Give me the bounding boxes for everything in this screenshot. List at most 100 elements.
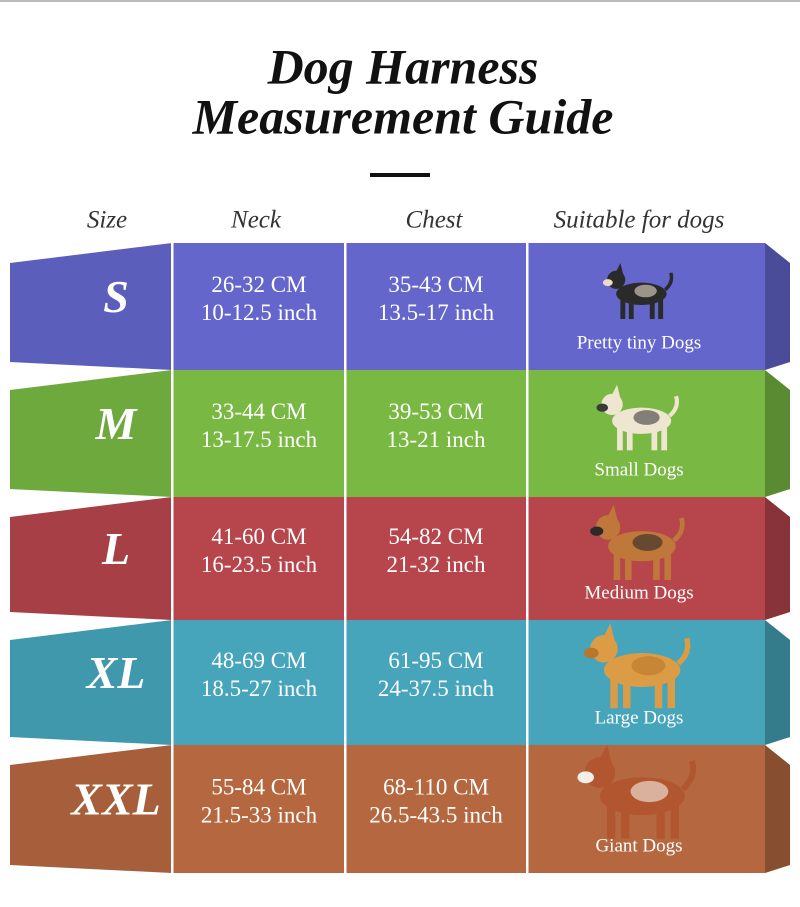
dog-leg	[610, 676, 618, 709]
dog-ear	[603, 623, 615, 641]
side-panel	[10, 620, 172, 745]
edge-shade	[765, 620, 790, 745]
title-line: Measurement Guide	[192, 88, 614, 144]
dog-leg	[606, 803, 616, 839]
side-shade	[10, 370, 172, 497]
rows: S 26-32 CM 10-12.5 inch 35-43 CM 13.5-17 inc…	[10, 243, 790, 873]
column-divider	[171, 243, 174, 873]
chest-inch: 24-37.5 inch	[378, 676, 495, 701]
edge-panel	[765, 370, 790, 497]
dog-icon	[602, 263, 674, 319]
dog-leg	[620, 298, 626, 319]
title-rule	[370, 173, 430, 177]
dog-icon	[596, 384, 679, 451]
side-panel	[10, 243, 172, 370]
top-border	[0, 0, 800, 2]
dog-leg	[628, 298, 634, 319]
dog-leg	[623, 676, 631, 709]
dog-patch	[630, 780, 669, 803]
dog-leg	[667, 676, 675, 709]
chest-cm: 35-43 CM	[388, 272, 483, 297]
side-panel	[10, 497, 172, 620]
side-shade	[10, 243, 172, 370]
side-shade	[10, 620, 172, 745]
dog-leg	[653, 551, 660, 581]
chest-cm: 61-95 CM	[388, 648, 483, 673]
dog-patch	[632, 533, 663, 551]
chest-cm: 54-82 CM	[388, 524, 483, 549]
dog-snout	[596, 403, 609, 412]
chest-inch: 13.5-17 inch	[378, 300, 495, 325]
dog-leg	[624, 551, 632, 581]
dog-leg	[658, 298, 664, 319]
dog-leg	[621, 803, 630, 839]
edge-panel	[765, 620, 790, 745]
column-header: Chest	[406, 207, 464, 234]
edge-shade	[765, 745, 790, 873]
side-shade	[10, 497, 172, 620]
dog-leg	[661, 425, 668, 451]
dog-tail	[664, 272, 674, 291]
neck-cm: 48-69 CM	[211, 648, 306, 673]
column-divider	[344, 243, 347, 873]
neck-cm: 55-84 CM	[211, 774, 306, 799]
dog-icon	[577, 744, 697, 839]
neck-inch: 10-12.5 inch	[201, 300, 318, 325]
edge-shade	[765, 370, 790, 497]
dog-ear	[608, 504, 618, 520]
chest-cm: 68-110 CM	[383, 774, 489, 799]
dog-snout	[602, 279, 613, 287]
dog-label: Small Dogs	[594, 459, 683, 480]
size-label: XXL	[69, 774, 160, 825]
chest-inch: 26.5-43.5 inch	[369, 802, 503, 827]
size-label: S	[103, 271, 129, 322]
dog-label: Giant Dogs	[595, 835, 682, 856]
dog-leg	[617, 425, 623, 451]
dog-leg	[613, 551, 621, 581]
row-band	[172, 243, 765, 370]
dog-leg	[670, 803, 679, 839]
dog-tail	[672, 517, 685, 543]
dog-patch	[631, 656, 666, 676]
dog-icon	[590, 504, 685, 581]
neck-inch: 13-17.5 inch	[201, 427, 318, 452]
neck-inch: 21.5-33 inch	[201, 802, 318, 827]
title-line: Dog Harness	[267, 38, 539, 94]
dog-icon	[583, 623, 691, 709]
dog-leg	[656, 803, 665, 839]
chest-inch: 13-21 inch	[386, 427, 486, 452]
chest-inch: 21-32 inch	[386, 552, 486, 577]
column-header: Neck	[230, 207, 282, 234]
column-header: Suitable for dogs	[554, 207, 725, 234]
dog-ear	[599, 744, 612, 764]
dog-leg	[651, 425, 658, 451]
side-panel	[10, 745, 172, 873]
neck-cm: 33-44 CM	[211, 399, 306, 424]
dog-leg	[664, 551, 672, 581]
dog-patch	[633, 410, 660, 425]
size-label: XL	[85, 647, 146, 698]
neck-cm: 26-32 CM	[211, 272, 306, 297]
neck-cm: 41-60 CM	[211, 524, 306, 549]
dog-ear	[612, 384, 621, 398]
dog-leg	[654, 676, 663, 709]
dog-patch	[634, 284, 657, 298]
edge-panel	[765, 745, 790, 873]
neck-inch: 16-23.5 inch	[201, 552, 318, 577]
neck-inch: 18.5-27 inch	[201, 676, 318, 701]
size-label: L	[101, 523, 130, 574]
dog-ear	[616, 263, 624, 275]
edge-panel	[765, 497, 790, 620]
edge-shade	[765, 243, 790, 370]
chest-cm: 39-53 CM	[388, 399, 483, 424]
dog-label: Large Dogs	[595, 707, 684, 728]
dog-snout	[577, 771, 594, 784]
dog-tail	[680, 759, 697, 792]
dog-tail	[668, 395, 679, 418]
side-panel	[10, 370, 172, 497]
side-shade	[10, 745, 172, 873]
size-label: M	[95, 398, 139, 449]
dog-snout	[590, 526, 604, 536]
edge-shade	[765, 497, 790, 620]
